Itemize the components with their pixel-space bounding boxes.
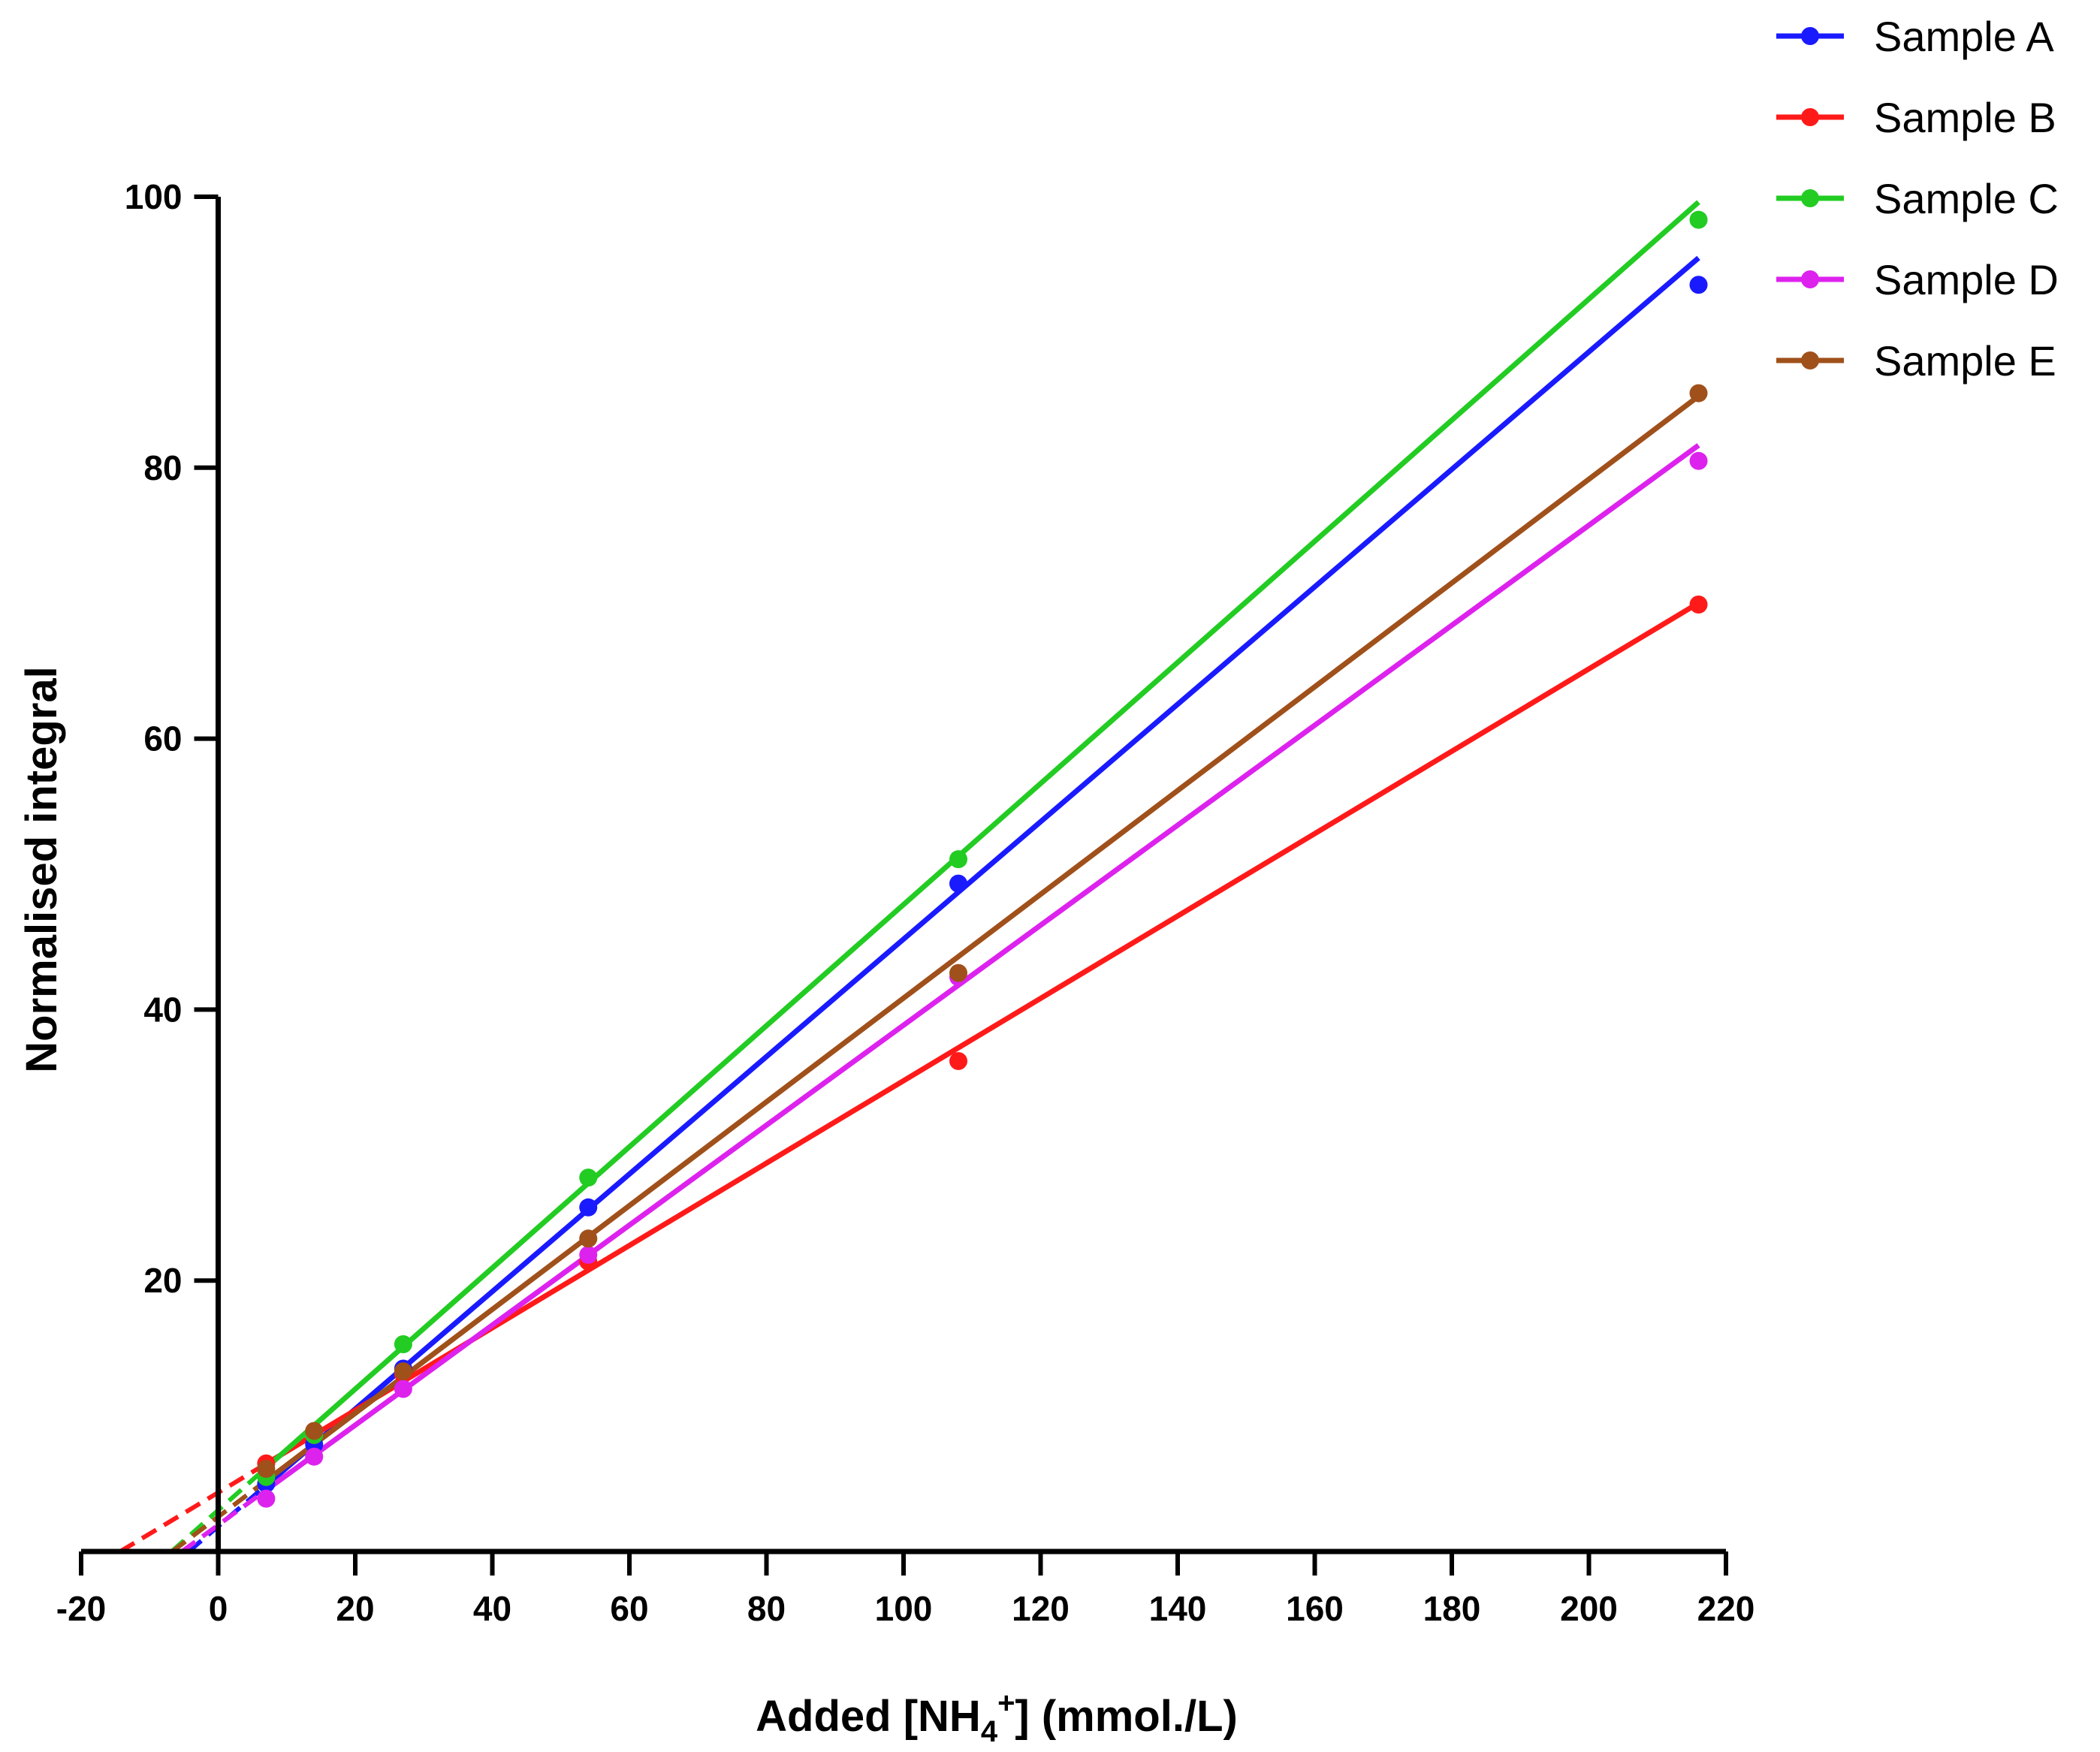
fit-extrapolation-sample-b [119,1461,267,1554]
fit-line-sample-d [264,443,1700,1493]
x-ticks: -20 0 20 40 60 80 100 120 140 160 180 200 220 [56,1551,1755,1628]
legend-swatch-marker [1801,351,1819,369]
x-tick-label: 180 [1423,1589,1481,1628]
point-sample-b [1689,596,1708,614]
legend-label: Sample E [1874,337,2056,384]
y-tick-label: 60 [143,719,182,758]
fit-line-sample-a [264,255,1700,1488]
point-sample-d [305,1447,324,1466]
point-sample-d [394,1380,412,1398]
y-tick-label: 40 [143,990,182,1029]
y-tick-label: 20 [143,1261,182,1300]
point-sample-e [305,1422,324,1440]
point-sample-c [1689,210,1708,229]
x-tick-label: 60 [610,1589,648,1628]
fit-line-sample-c [264,200,1700,1470]
x-tick-label: 220 [1697,1589,1755,1628]
x-tick-label: 140 [1149,1589,1207,1628]
x-tick-label: 20 [336,1589,374,1628]
x-tick-label: 160 [1286,1589,1344,1628]
fit-line-sample-b [264,600,1700,1467]
legend-swatch-marker [1801,27,1819,45]
legend-label: Sample A [1874,13,2054,60]
x-tick-label: -20 [56,1589,106,1628]
point-sample-a [949,874,967,893]
legend-label: Sample C [1874,175,2059,222]
point-sample-a [1689,276,1708,294]
point-sample-b [949,1051,967,1070]
data-points [257,210,1708,1508]
legend: Sample A Sample B Sample C Sample D Sample E [1776,13,2059,384]
legend-swatch-marker [1801,270,1819,288]
x-tick-label: 40 [473,1589,511,1628]
axes [81,197,1726,1554]
point-sample-c [949,850,967,869]
x-axis-title: Added [NH4+] (mmol./L) [756,1687,1238,1748]
point-sample-e [394,1362,412,1381]
x-tick-label: 100 [875,1589,933,1628]
fit-line-sample-e [264,394,1700,1483]
y-tick-label: 80 [143,448,182,487]
point-sample-a [579,1198,598,1217]
x-tick-label: 0 [209,1589,228,1628]
y-ticks: 20 40 60 80 100 [125,177,219,1300]
point-sample-e [1689,384,1708,403]
fit-extrapolation-sample-d [180,1488,268,1554]
point-sample-d [579,1245,598,1264]
point-sample-e [579,1229,598,1248]
fit-extrapolation-sample-a [187,1483,268,1554]
x-tick-label: 120 [1012,1589,1070,1628]
legend-label: Sample D [1874,256,2059,303]
point-sample-d [257,1489,276,1508]
fit-lines [119,200,1700,1554]
point-sample-e [257,1459,276,1478]
y-axis-title: Normalised integral [17,666,66,1072]
legend-swatch-marker [1801,189,1819,207]
legend-swatch-marker [1801,108,1819,126]
point-sample-e [949,963,967,982]
y-tick-label: 100 [125,177,183,216]
point-sample-c [579,1169,598,1187]
x-tick-label: 200 [1560,1589,1618,1628]
legend-label: Sample B [1874,94,2056,141]
point-sample-c [394,1334,412,1353]
point-sample-d [1689,451,1708,470]
x-tick-label: 80 [747,1589,786,1628]
